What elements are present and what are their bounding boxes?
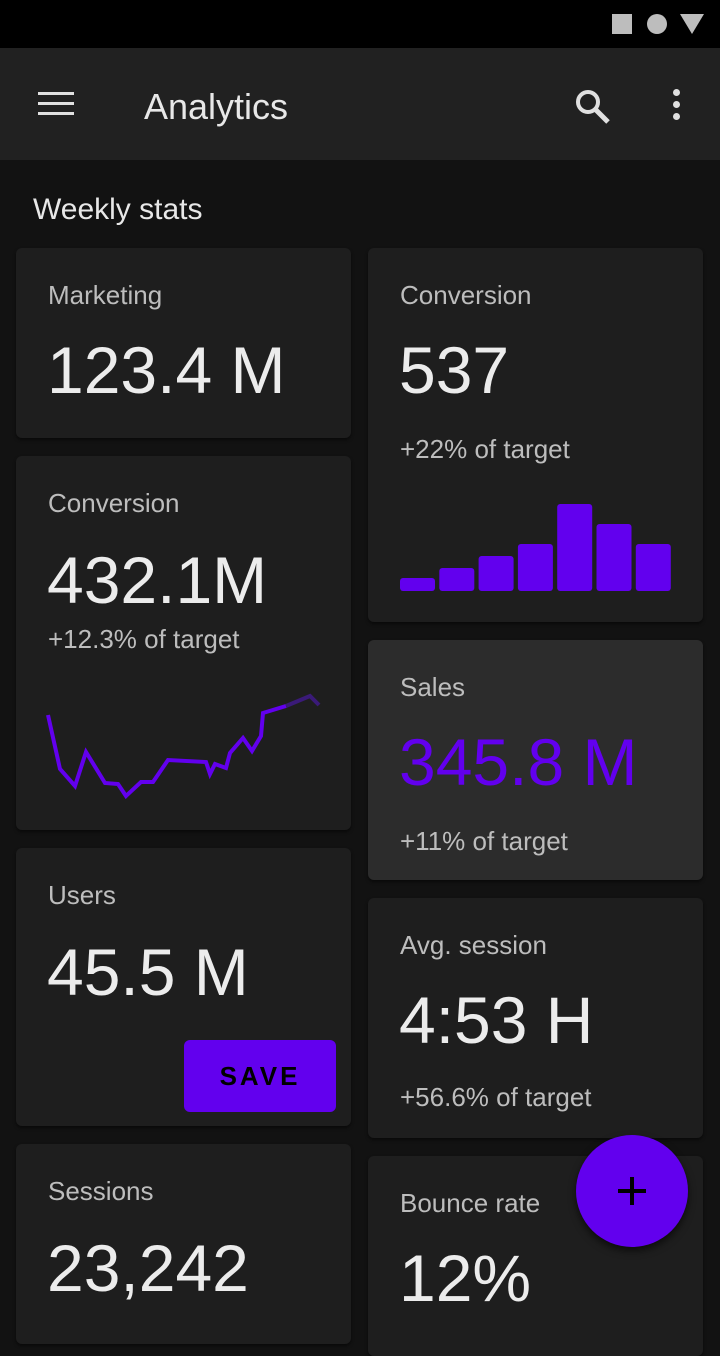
card-subtext: +22% of target <box>400 434 570 464</box>
card-value: 12% <box>399 1241 532 1315</box>
card-conversion-line[interactable]: Conversion 432.1M +12.3% of target <box>16 456 351 830</box>
line-series <box>46 704 287 800</box>
card-value: 345.8 M <box>399 725 638 799</box>
bar <box>400 578 435 591</box>
card-conversion-bar[interactable]: Conversion 537 +22% of target <box>368 248 703 622</box>
bar <box>517 544 553 591</box>
card-label: Sessions <box>48 1176 154 1206</box>
card-label: Conversion <box>48 488 180 518</box>
card-sales[interactable]: Sales 345.8 M +11% of target <box>368 640 703 880</box>
card-sessions[interactable]: Sessions 23,242 <box>16 1144 351 1344</box>
card-label: Sales <box>400 672 466 702</box>
save-button[interactable]: SAVE <box>184 1040 336 1112</box>
app-bar: Analytics <box>0 48 720 160</box>
add-fab-button[interactable] <box>576 1135 688 1247</box>
line-series-faded <box>285 693 321 708</box>
bar <box>596 524 632 591</box>
bar <box>439 568 475 591</box>
card-avg-session[interactable]: Avg. session 4:53 H +56.6% of target <box>368 898 703 1138</box>
card-value: 45.5 M <box>47 935 249 1009</box>
card-marketing[interactable]: Marketing 123.4 M <box>16 248 351 438</box>
card-label: Conversion <box>400 280 532 310</box>
bar <box>635 544 671 591</box>
card-users[interactable]: Users 45.5 M SAVE <box>16 848 351 1126</box>
bar <box>557 504 593 591</box>
back-icon <box>680 14 704 34</box>
card-label: Avg. session <box>400 930 547 960</box>
recents-icon <box>612 14 632 34</box>
search-icon[interactable] <box>572 86 612 126</box>
more-options-icon[interactable] <box>664 86 688 126</box>
bar <box>478 556 514 591</box>
card-value: 23,242 <box>47 1231 249 1305</box>
line-chart <box>46 693 321 800</box>
card-subtext: +56.6% of target <box>400 1082 592 1112</box>
card-subtext: +12.3% of target <box>48 624 240 654</box>
card-label: Marketing <box>48 280 163 310</box>
bar-chart <box>400 504 671 591</box>
card-value: 123.4 M <box>47 333 286 407</box>
card-value: 537 <box>399 333 510 407</box>
status-bar <box>0 0 720 48</box>
card-value: 4:53 H <box>399 983 594 1057</box>
card-value: 432.1M <box>47 543 268 617</box>
page-title: Analytics <box>144 86 289 127</box>
plus-icon <box>618 1177 646 1205</box>
home-icon <box>647 14 667 34</box>
card-label: Bounce rate <box>400 1188 541 1218</box>
section-title: Weekly stats <box>33 193 203 226</box>
card-label: Users <box>48 880 116 910</box>
menu-icon[interactable] <box>38 92 74 118</box>
card-subtext: +11% of target <box>400 826 568 856</box>
